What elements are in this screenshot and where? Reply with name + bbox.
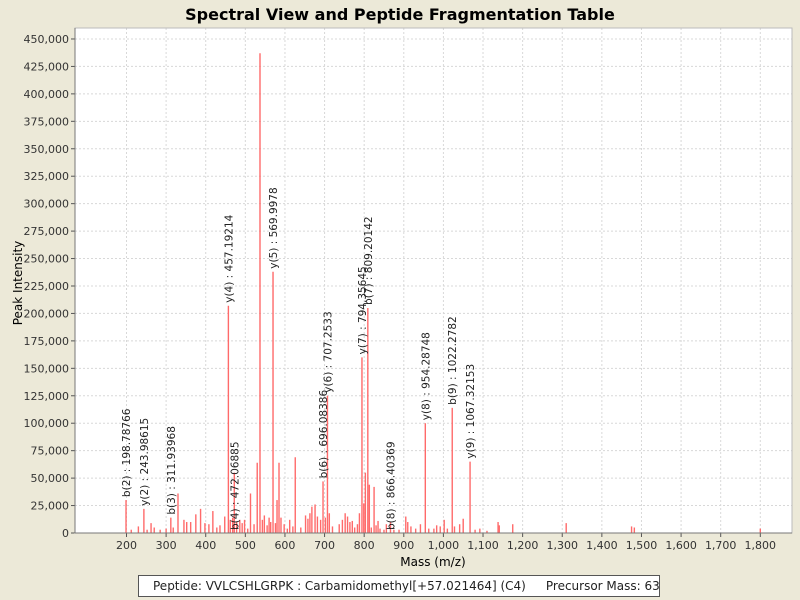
x-tick-label: 1,300 xyxy=(546,539,578,552)
x-tick-label: 600 xyxy=(274,539,295,552)
x-tick-label: 500 xyxy=(235,539,256,552)
peak-annotations: b(2) : 198.78766 y(2) : 243.98615 b(3) : 3… xyxy=(121,187,477,530)
x-tick-label: 1,400 xyxy=(586,539,618,552)
x-tick-label: 900 xyxy=(393,539,414,552)
x-tick-label: 200 xyxy=(116,539,137,552)
y-tick-label: 425,000 xyxy=(24,60,70,73)
peak-annotation: b(8) : 866.40369 xyxy=(385,441,397,530)
chart-title: Spectral View and Peptide Fragmentation … xyxy=(185,5,615,24)
grid xyxy=(75,28,792,534)
peak-annotation: b(9) : 1022.2782 xyxy=(447,316,459,405)
x-tick-label: 700 xyxy=(314,539,335,552)
y-tick-label: 25,000 xyxy=(31,500,70,513)
y-tick-label: 50,000 xyxy=(31,472,70,485)
y-tick-label: 275,000 xyxy=(24,225,70,238)
x-tick-label: 1,100 xyxy=(467,539,499,552)
y-tick-label: 150,000 xyxy=(24,362,70,375)
y-tick-label: 225,000 xyxy=(24,280,70,293)
x-tick-label: 1,500 xyxy=(626,539,658,552)
peak-annotation: b(2) : 198.78766 xyxy=(121,408,133,497)
x-axis-label: Mass (m/z) xyxy=(400,555,465,569)
axes: 0 25,000 50,000 75,000 100,000 125,000 150,000… xyxy=(24,27,793,552)
peak-annotation: y(6) : 707.2533 xyxy=(322,311,334,392)
y-tick-label: 75,000 xyxy=(31,445,70,458)
y-tick-label: 125,000 xyxy=(24,390,70,403)
peak-annotation: b(7) : 809.20142 xyxy=(363,216,375,305)
x-tick-label: 1,800 xyxy=(745,539,777,552)
x-tick-label: 800 xyxy=(354,539,375,552)
peak-annotation: y(8) : 954.28748 xyxy=(420,332,432,420)
peak-annotation: b(4) : 472.06885 xyxy=(229,441,241,530)
peak-annotation: y(4) : 457.19214 xyxy=(223,214,235,302)
peaks xyxy=(125,53,762,533)
y-tick-label: 350,000 xyxy=(24,143,70,156)
x-tick-label: 400 xyxy=(195,539,216,552)
y-axis-label: Peak Intensity xyxy=(11,241,25,326)
precursor-mass-label: Precursor Mass: 633.4393 xyxy=(545,579,660,593)
peak-annotation: y(9) : 1067.32153 xyxy=(465,364,477,459)
y-tick-label: 175,000 xyxy=(24,335,70,348)
y-tick-label: 300,000 xyxy=(24,198,70,211)
y-tick-label: 200,000 xyxy=(24,307,70,320)
y-tick-label: 325,000 xyxy=(24,170,70,183)
peak-annotation: y(7) : 794.35645 xyxy=(357,266,369,354)
y-tick-label: 400,000 xyxy=(24,88,70,101)
y-tick-label: 250,000 xyxy=(24,253,70,266)
legend-box: Peptide: VVLCSHLGRPK : Carbamidomethyl[+… xyxy=(138,575,660,597)
peak-annotation: y(2) : 243.98615 xyxy=(139,418,151,506)
x-tick-label: 1,000 xyxy=(428,539,460,552)
peak-annotation: y(5) : 569.9978 xyxy=(268,187,280,268)
x-tick-label: 1,200 xyxy=(507,539,539,552)
peak-annotation: b(3) : 311.93968 xyxy=(166,426,178,515)
y-tick-label: 100,000 xyxy=(24,417,70,430)
y-tick-label: 0 xyxy=(62,527,69,540)
peak-annotation: b(6) : 696.08386 xyxy=(318,390,330,479)
x-tick-label: 300 xyxy=(156,539,177,552)
x-tick-label: 1,600 xyxy=(665,539,697,552)
y-tick-label: 450,000 xyxy=(24,33,70,46)
peptide-label: Peptide: VVLCSHLGRPK : Carbamidomethyl[+… xyxy=(153,579,526,593)
x-tick-label: 1,700 xyxy=(705,539,737,552)
y-tick-label: 375,000 xyxy=(24,115,70,128)
plot-area xyxy=(75,28,792,533)
